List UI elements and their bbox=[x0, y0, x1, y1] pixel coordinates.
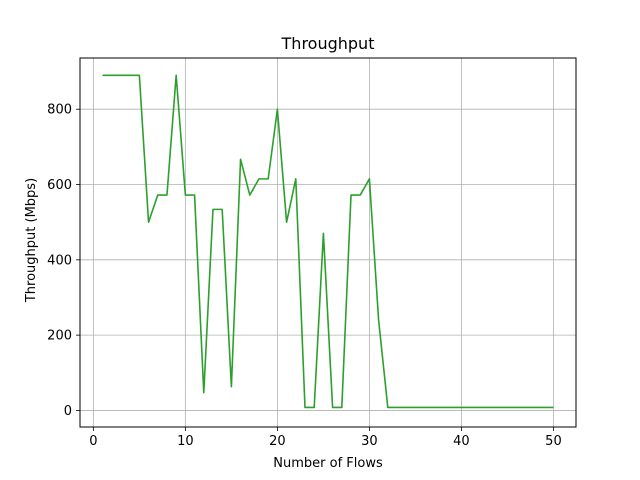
y-tick-label: 0 bbox=[64, 404, 72, 419]
series-group bbox=[102, 74, 554, 409]
plot-frame bbox=[79, 57, 577, 428]
y-axis-title: Throughput (Mbps) bbox=[24, 178, 39, 303]
y-tick-label: 200 bbox=[47, 329, 72, 344]
x-axis-title: Number of Flows bbox=[273, 456, 383, 471]
x-tick-label: 10 bbox=[177, 434, 194, 449]
x-axis-ticks: 0 10 20 30 40 50 bbox=[89, 427, 562, 449]
x-tick-label: 0 bbox=[89, 434, 97, 449]
y-tick-label: 800 bbox=[47, 103, 72, 118]
x-tick-label: 40 bbox=[453, 434, 470, 449]
series-line bbox=[102, 74, 554, 409]
y-tick-label: 600 bbox=[47, 178, 72, 193]
x-tick-label: 20 bbox=[269, 434, 286, 449]
y-tick-label: 400 bbox=[47, 253, 72, 268]
x-tick-label: 30 bbox=[361, 434, 378, 449]
x-tick-label: 50 bbox=[545, 434, 562, 449]
y-axis-ticks: 0 200 400 600 800 bbox=[47, 103, 80, 419]
chart-title: Throughput bbox=[281, 34, 375, 53]
grid-lines bbox=[80, 58, 576, 427]
